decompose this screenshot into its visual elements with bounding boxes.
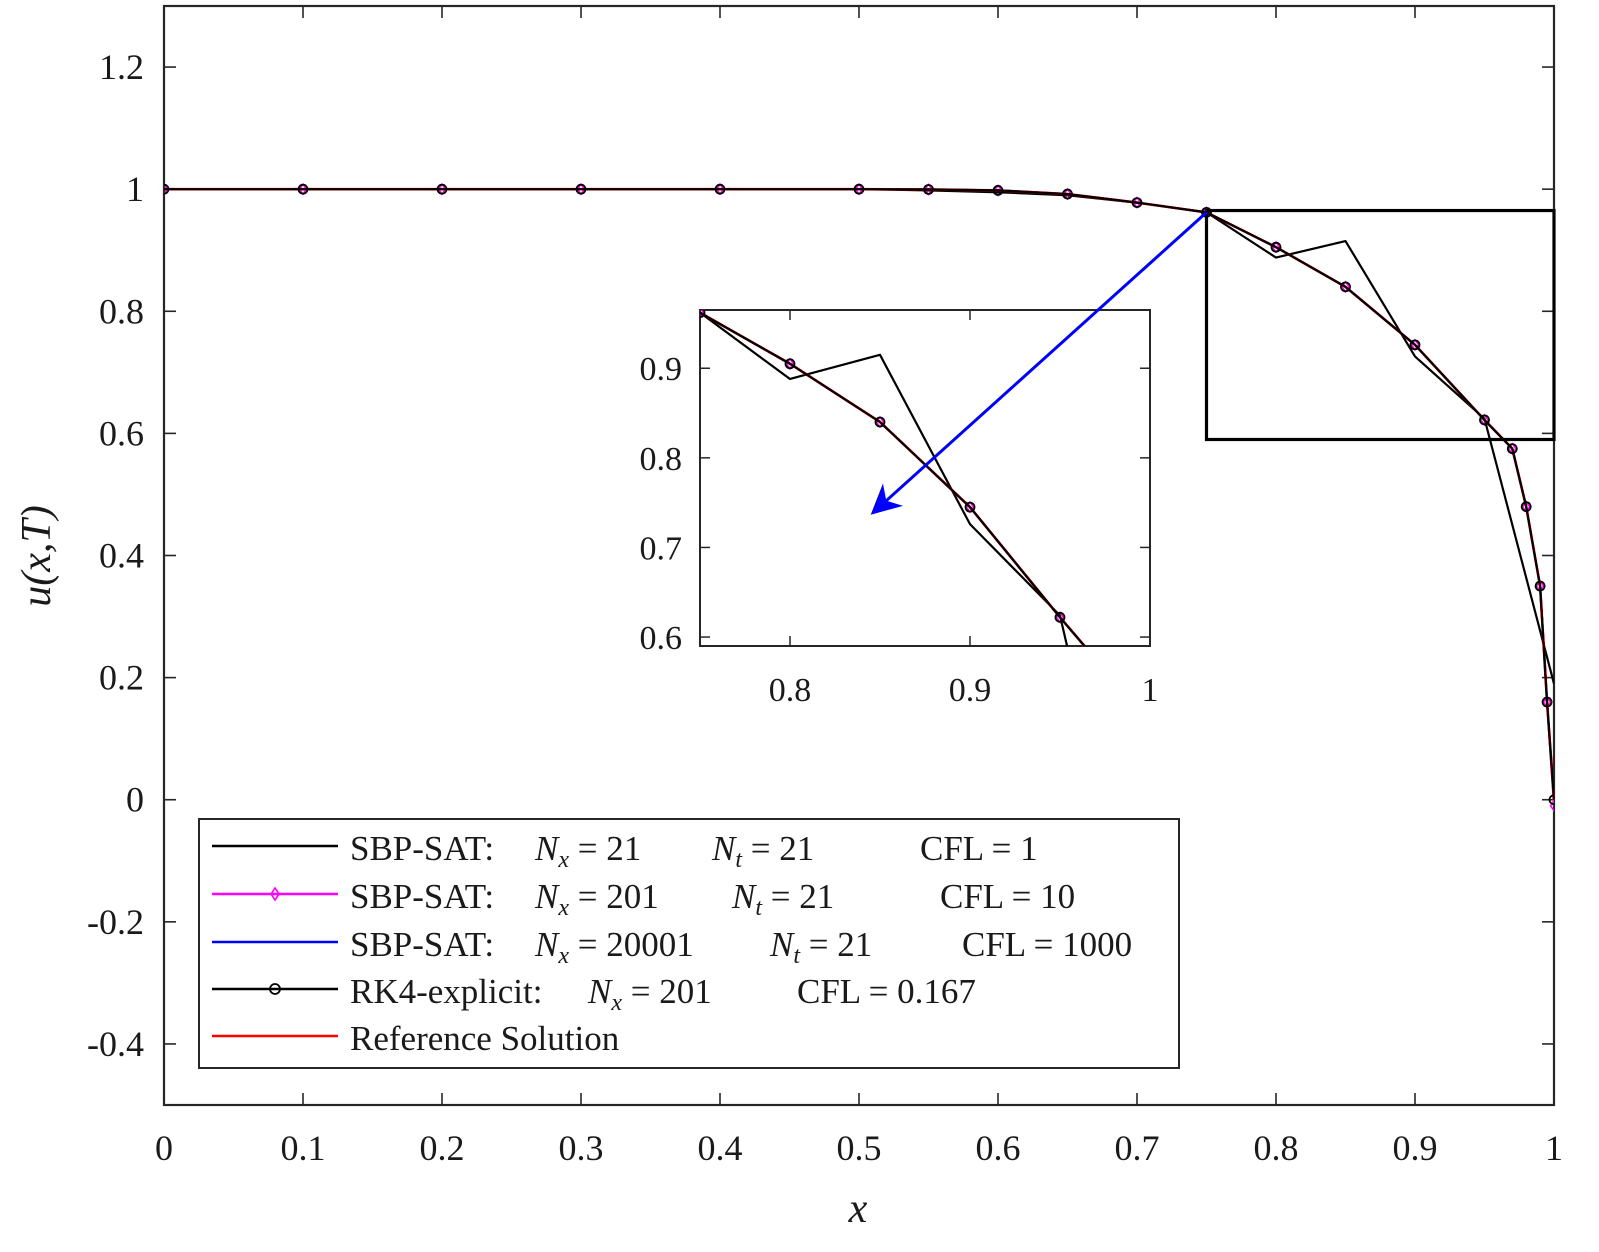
y-tick-label: -0.2 (87, 902, 144, 942)
legend-label-nx: Nx = 201 (534, 877, 659, 921)
legend-swatch-circle (269, 983, 281, 995)
inset-x-tick-label: 1 (1142, 672, 1159, 709)
legend-label-prefix: RK4-explicit: (350, 972, 542, 1011)
legend-label-nt: Nt = 21 (769, 925, 872, 969)
inset-x-tick-label: 0.8 (769, 672, 812, 709)
series-marker-diamond (700, 310, 705, 319)
x-tick-label: 0.9 (1393, 1128, 1438, 1168)
series-marker-circle (964, 501, 976, 513)
series-marker-circle (1534, 580, 1546, 592)
main-ticks (163, 6, 1555, 1105)
legend-label-nx: Nx = 201 (587, 972, 712, 1016)
legend-label-prefix: Reference Solution (350, 1019, 619, 1058)
series-marker-circle (1131, 197, 1143, 208)
inset-tick-labels: 0.8 0.9 1 0.6 0.7 0.8 0.9 (640, 351, 1159, 709)
y-tick-label: -0.4 (87, 1024, 144, 1064)
series-marker-circle (1520, 501, 1532, 513)
legend-label-prefix: SBP-SAT: (350, 877, 494, 916)
inset-ticks (700, 310, 1151, 646)
series-marker-circle (164, 183, 170, 195)
y-axis-label: u(x,T) (14, 505, 60, 606)
series-marker-circle (1062, 188, 1073, 200)
legend-box (198, 818, 1180, 1069)
x-tick-label: 0.2 (420, 1128, 465, 1168)
x-tick-label: 0.8 (1254, 1128, 1299, 1168)
series-marker-circle (297, 183, 309, 195)
series-line (164, 188, 1554, 800)
legend-label-nt: Nt = 21 (711, 829, 814, 873)
series-marker-circle (784, 358, 796, 370)
x-tick-label: 0.4 (698, 1128, 743, 1168)
x-tick-label: 0.3 (559, 1128, 604, 1168)
legend-label-prefix: SBP-SAT: (350, 829, 494, 868)
x-tick-label: 0.5 (837, 1128, 882, 1168)
series-marker-circle (1054, 611, 1066, 623)
series-marker-circle (1548, 794, 1554, 806)
y-tick-label: 1.2 (99, 47, 144, 87)
series-marker-circle (1479, 414, 1490, 426)
x-tick-label: 0.1 (281, 1128, 326, 1168)
y-tick-label: 0.8 (99, 291, 144, 331)
inset-y-tick-label: 0.8 (640, 441, 683, 478)
legend-label-cfl: CFL = 0.167 (797, 972, 976, 1011)
legend-label-cfl: CFL = 1000 (962, 925, 1132, 964)
zoom-box (1204, 208, 1556, 442)
series-marker-circle (1409, 339, 1421, 351)
inset-y-tick-label: 0.6 (640, 620, 683, 657)
series-marker-circle (1506, 443, 1518, 455)
series-marker-circle (874, 416, 886, 428)
legend: SBP-SAT: Nx = 21 Nt = 21 CFL = 1 SBP-SAT: N… (198, 818, 1180, 1069)
y-tick-label: 1 (126, 169, 144, 209)
series-marker-circle (700, 310, 706, 319)
series-marker-circle (923, 184, 934, 195)
y-tick-label: 0.4 (99, 536, 144, 576)
series-marker-circle (1541, 696, 1553, 708)
x-tick-label: 1 (1545, 1128, 1563, 1168)
series-marker-circle (714, 183, 726, 195)
series-marker-diamond (164, 182, 169, 196)
inset-y-tick-label: 0.7 (640, 530, 683, 567)
inset-y-tick-label: 0.9 (640, 351, 683, 388)
inset-plot-area (699, 309, 1151, 647)
main-tick-labels: 0 0.1 0.2 0.3 0.4 0.5 0.6 0.7 0.8 0.9 1 -0.4 -0.2 0 0.… (87, 47, 1563, 1168)
series-marker-circle (1270, 241, 1282, 253)
legend-swatch-diamond (270, 886, 280, 902)
y-tick-label: 0.2 (99, 658, 144, 698)
legend-label-cfl: CFL = 10 (940, 877, 1075, 916)
series-marker-circle (992, 184, 1004, 196)
series-marker-circle (575, 183, 587, 195)
y-tick-label: 0 (126, 780, 144, 820)
inset-x-tick-label: 0.9 (949, 672, 992, 709)
y-tick-label: 0.6 (99, 413, 144, 453)
series-marker-circle (853, 183, 865, 195)
legend-label-cfl: CFL = 1 (920, 829, 1038, 868)
x-tick-label: 0 (155, 1128, 173, 1168)
series-marker-circle (436, 183, 448, 195)
inset-series (700, 310, 1087, 646)
legend-label-nx: Nx = 21 (534, 829, 641, 873)
legend-label-prefix: SBP-SAT: (350, 925, 494, 964)
x-tick-label: 0.7 (1115, 1128, 1160, 1168)
x-axis-label: x (848, 1186, 868, 1232)
series-line (700, 311, 1069, 646)
main-series (164, 182, 1554, 813)
zoom-arrow (870, 211, 1208, 515)
x-tick-label: 0.6 (976, 1128, 1021, 1168)
legend-label-nt: Nt = 21 (731, 877, 834, 921)
series-marker-circle (1340, 281, 1351, 293)
legend-label-nx: Nx = 20001 (534, 925, 694, 969)
